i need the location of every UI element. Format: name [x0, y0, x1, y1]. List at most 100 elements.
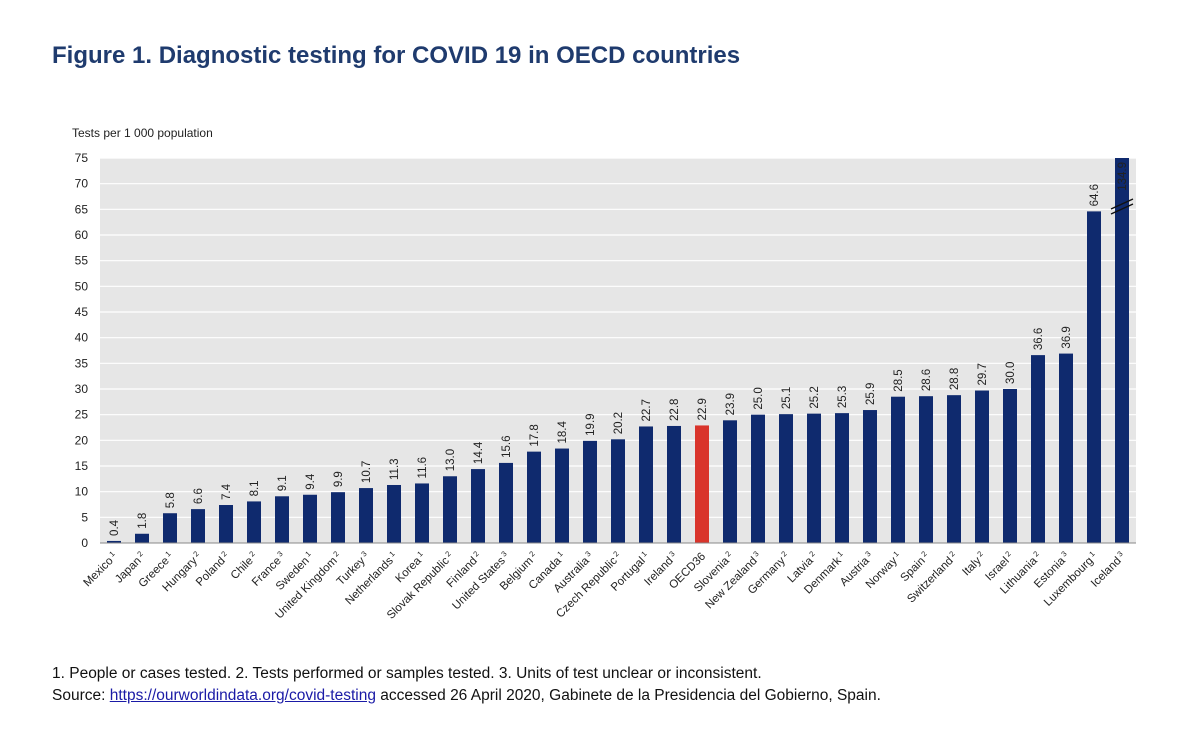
data-label: 17.8	[529, 424, 541, 446]
bar	[555, 448, 569, 543]
data-label: 13.0	[445, 449, 457, 471]
data-label: 36.9	[1061, 326, 1073, 348]
data-label: 1.8	[137, 513, 149, 529]
bar	[975, 390, 989, 543]
data-label: 9.9	[333, 471, 345, 487]
bar	[443, 476, 457, 543]
bar	[303, 494, 317, 543]
y-tick-label: 30	[75, 382, 89, 396]
bar	[807, 413, 821, 543]
y-tick-label: 55	[75, 254, 89, 268]
data-label: 28.8	[949, 368, 961, 390]
bar	[639, 426, 653, 543]
bar	[611, 439, 625, 543]
bar	[107, 540, 121, 543]
bar	[415, 483, 429, 543]
bar	[1087, 211, 1101, 544]
bar	[331, 492, 345, 543]
bar	[919, 396, 933, 543]
y-tick-label: 70	[75, 177, 89, 191]
data-label: 28.5	[893, 369, 905, 391]
bar	[751, 414, 765, 543]
bar	[219, 505, 233, 543]
bar	[1003, 389, 1017, 543]
data-label: 29.7	[977, 363, 989, 385]
data-label: 8.1	[249, 480, 261, 496]
chart-title: Figure 1. Diagnostic testing for COVID 1…	[52, 42, 741, 69]
data-label: 20.2	[613, 412, 625, 434]
axis-break-mark	[1110, 198, 1134, 210]
y-tick-label: 10	[75, 485, 89, 499]
data-label: 18.4	[557, 421, 569, 444]
data-label: 6.6	[193, 488, 205, 504]
bar-chart: Tests per 1 000 population 0 5 10 15 20 25 30 35…	[72, 126, 1136, 622]
source-suffix: accessed 26 April 2020, Gabinete de la P…	[375, 687, 881, 704]
footnote-line: 1. People or cases tested. 2. Tests perf…	[52, 665, 762, 682]
data-label: 25.3	[837, 386, 849, 408]
bar	[387, 484, 401, 543]
data-label: 9.4	[305, 473, 317, 490]
data-label: 11.6	[417, 457, 429, 479]
bar	[723, 420, 737, 543]
data-label: 25.1	[781, 387, 793, 409]
data-label: 64.6	[1089, 184, 1101, 206]
data-label: 19.9	[585, 413, 597, 435]
bar	[163, 513, 177, 543]
data-label: 25.0	[753, 387, 765, 409]
y-tick-label: 0	[81, 536, 88, 550]
y-tick-label: 5	[81, 510, 88, 524]
data-label: 134.9	[1117, 162, 1129, 191]
bar	[695, 425, 709, 543]
chart-notes: 1. People or cases tested. 2. Tests perf…	[52, 663, 881, 707]
bar	[471, 469, 485, 543]
bar	[359, 488, 373, 543]
data-label: 22.8	[669, 399, 681, 421]
y-tick-label: 60	[75, 228, 89, 242]
data-label: 5.8	[165, 492, 177, 508]
data-label: 25.2	[809, 386, 821, 408]
data-label: 23.9	[725, 393, 737, 415]
data-label: 36.6	[1033, 328, 1045, 350]
y-axis-title: Tests per 1 000 population	[72, 126, 213, 140]
bar	[891, 396, 905, 543]
bar	[779, 414, 793, 543]
bar	[863, 410, 877, 543]
data-label: 11.3	[389, 458, 401, 480]
y-tick-label: 25	[75, 408, 89, 422]
y-tick-label: 40	[75, 331, 89, 345]
y-tick-label: 50	[75, 279, 89, 293]
bar	[135, 533, 149, 543]
source-link[interactable]: https://ourworldindata.org/covid-testing	[109, 687, 376, 704]
x-tick-label: Mexico1	[80, 549, 120, 589]
bar	[947, 395, 961, 543]
bar	[275, 496, 289, 543]
data-label: 7.4	[221, 483, 233, 500]
data-label: 30.0	[1005, 362, 1017, 384]
y-tick-label: 65	[75, 202, 89, 216]
data-label: 14.4	[473, 441, 485, 464]
data-label: 15.6	[501, 436, 513, 458]
axis-break-mark	[1110, 203, 1134, 215]
bar	[191, 509, 205, 543]
y-tick-label: 75	[75, 151, 89, 165]
bar	[499, 462, 513, 543]
y-tick-label: 15	[75, 459, 89, 473]
bar	[247, 501, 261, 543]
source-prefix: Source:	[52, 687, 110, 704]
data-label: 10.7	[361, 461, 373, 483]
data-label: 28.6	[921, 369, 933, 391]
data-label: 0.4	[109, 519, 121, 536]
data-label: 22.9	[697, 398, 709, 420]
bar	[1059, 353, 1073, 543]
bar	[583, 440, 597, 543]
bar	[667, 425, 681, 543]
data-label: 22.7	[641, 399, 653, 421]
y-tick-label: 20	[75, 433, 89, 447]
bar	[1031, 355, 1045, 543]
data-label: 25.9	[865, 383, 877, 405]
bar	[527, 451, 541, 543]
bar	[1115, 158, 1129, 543]
y-tick-label: 45	[75, 305, 89, 319]
bar	[835, 413, 849, 543]
source-line: Source: https://ourworldindata.org/covid…	[52, 685, 881, 707]
